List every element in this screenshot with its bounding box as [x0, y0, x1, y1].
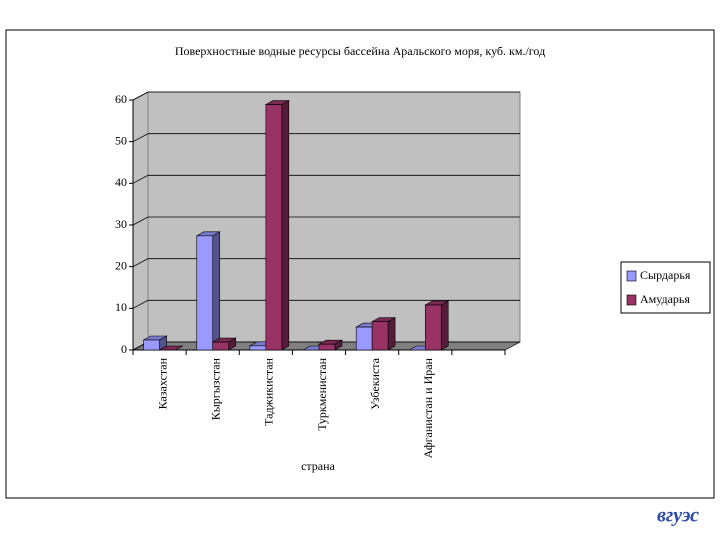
- bar: [196, 235, 214, 351]
- bar-side: [387, 317, 396, 351]
- y-tick-label: 0: [121, 342, 127, 356]
- bar-side: [212, 231, 221, 351]
- y-tick-label: 20: [115, 258, 127, 272]
- x-tick-label: Туркменистан: [315, 357, 329, 430]
- y-tick-label: 30: [115, 217, 127, 231]
- logo: вгуэс: [657, 505, 699, 527]
- bar: [143, 339, 160, 351]
- y-tick-label: 10: [115, 300, 127, 314]
- x-tick-label: Таджикистан: [262, 357, 276, 425]
- chart-title: Поверхностные водные ресурсы бассейна Ар…: [175, 44, 545, 58]
- x-tick-label: Афганистан и Иран: [421, 357, 435, 458]
- bar: [265, 104, 283, 351]
- bar-top: [158, 345, 184, 351]
- legend-swatch: [626, 294, 637, 306]
- grid-line: [132, 216, 520, 226]
- bar: [424, 304, 442, 351]
- grid-line: [132, 299, 520, 309]
- bar-side: [281, 100, 290, 351]
- legend: Сырдарья Амударья: [620, 261, 711, 314]
- bar: [355, 326, 373, 351]
- y-tick-label: 60: [115, 92, 127, 106]
- grid-line: [132, 91, 520, 101]
- bar: [371, 321, 389, 351]
- x-tick-label: Казахстан: [155, 357, 169, 409]
- bar: [249, 345, 267, 351]
- legend-label: Амударья: [640, 292, 690, 306]
- y-tick-label: 40: [115, 175, 127, 189]
- legend-swatch: [626, 270, 637, 282]
- y-tick-label: 50: [115, 133, 127, 147]
- bar-side: [440, 300, 449, 351]
- bar: [318, 343, 336, 351]
- bar: [212, 341, 229, 351]
- x-axis-title: страна: [301, 459, 335, 473]
- x-tick-label: Кыргызстан: [208, 357, 222, 420]
- grid-line: [132, 258, 520, 268]
- grid-line: [132, 133, 520, 143]
- x-tick-label: Узбекиста: [368, 357, 382, 409]
- legend-label: Сырдарья: [640, 268, 691, 282]
- grid-line: [132, 174, 520, 184]
